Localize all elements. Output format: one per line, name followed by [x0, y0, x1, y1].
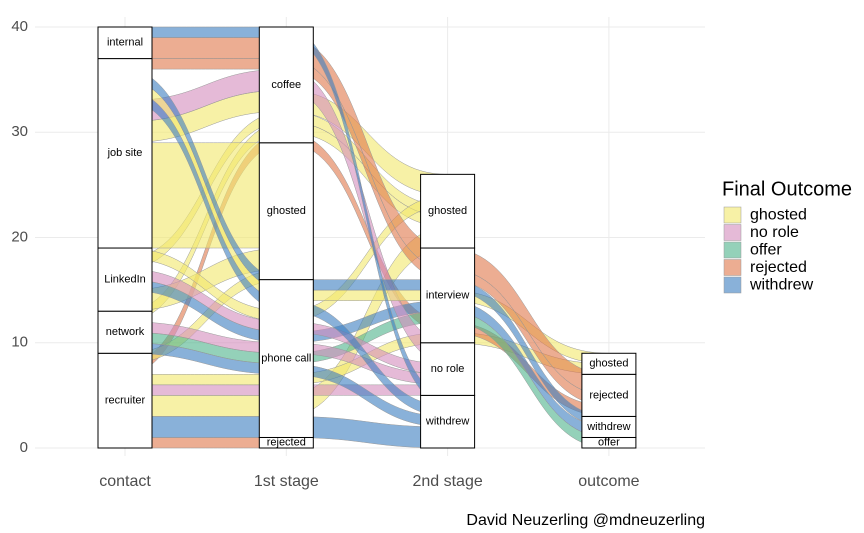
y-tick-label: 30: [11, 123, 28, 140]
x-axis-label: 2nd stage: [412, 473, 482, 490]
stratum-label: ghosted: [267, 205, 306, 217]
x-axis-label: contact: [99, 473, 151, 490]
stratum: [97, 247, 153, 312]
x-axis-label: 1st stage: [254, 473, 319, 490]
stratum-label: job site: [107, 147, 143, 159]
stratum-label: LinkedIn: [104, 274, 146, 286]
stratum-label: ghosted: [428, 205, 467, 217]
stratum: [97, 58, 153, 249]
stratum: [420, 394, 476, 449]
legend-label: rejected: [750, 259, 807, 276]
caption: David Neuzerling @mdneuzerling: [466, 512, 705, 529]
stratum-label: network: [106, 326, 145, 338]
legend-key: [723, 259, 742, 276]
stratum: [420, 247, 476, 344]
stratum-label: withdrew: [425, 416, 469, 428]
stratum-label: rejected: [267, 437, 306, 449]
legend-label: no role: [750, 224, 799, 241]
legend-key: [723, 241, 742, 259]
stratum-label: offer: [598, 437, 620, 449]
stratum-label: interview: [426, 289, 469, 301]
legend-label: offer: [750, 242, 782, 259]
legend-label: ghosted: [750, 207, 807, 224]
stratum-label: internal: [107, 37, 143, 49]
y-tick-label: 0: [20, 439, 28, 456]
stratum-label: withdrew: [586, 421, 630, 433]
plot: 0 10 20 30 40 recruiter network LinkedIn job sit…: [11, 17, 705, 490]
stratum: [97, 352, 153, 449]
stratum: [258, 26, 314, 144]
stratum: [581, 373, 637, 417]
stratum: [581, 352, 637, 375]
y-tick-label: 10: [11, 334, 28, 351]
stratum: [420, 342, 476, 396]
stratum: [97, 310, 153, 354]
stratum-label: coffee: [271, 79, 301, 91]
stratum-label: recruiter: [105, 395, 146, 407]
y-tick-label: 40: [11, 18, 28, 35]
stratum-label: phone call: [261, 352, 311, 364]
y-tick-label: 20: [11, 228, 28, 245]
stratum-label: rejected: [589, 389, 628, 401]
stratum-label: no role: [431, 363, 465, 375]
strata: [97, 26, 637, 449]
legend-label: withdrew: [749, 277, 814, 294]
legend-title: Final Outcome: [722, 178, 852, 200]
stratum-label: ghosted: [589, 358, 628, 370]
legend-key: [723, 276, 742, 294]
legend-key: [723, 206, 742, 224]
labels: 0 10 20 30 40 recruiter network LinkedIn job sit…: [11, 18, 639, 490]
stratum: [420, 173, 476, 249]
x-axis-label: outcome: [578, 473, 639, 490]
legend-key: [723, 224, 742, 241]
stratum: [97, 26, 153, 60]
